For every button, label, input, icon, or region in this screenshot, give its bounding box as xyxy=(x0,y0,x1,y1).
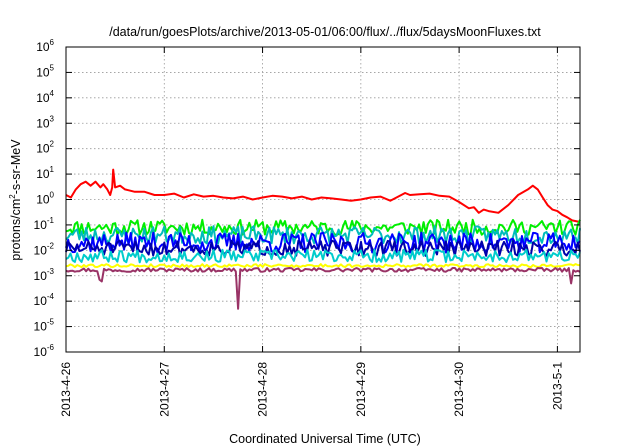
y-tick-label: 10-2 xyxy=(34,241,55,257)
y-tick-label: 10-6 xyxy=(34,343,55,359)
y-tick-label: 104 xyxy=(36,89,54,105)
y-tick-label: 10-4 xyxy=(34,292,55,308)
series-group xyxy=(65,168,581,310)
y-tick-label: 10-5 xyxy=(34,318,55,334)
series-line-2 xyxy=(65,218,581,236)
y-tick-label: 10-3 xyxy=(34,267,55,283)
y-tick-label: 102 xyxy=(36,140,54,156)
x-tick-label: 2013-4-30 xyxy=(452,362,466,417)
y-tick-label: 105 xyxy=(36,63,54,79)
ticks xyxy=(65,46,580,353)
y-axis-label: protons/cm2-s-sr-MeV xyxy=(8,139,23,261)
series-line-6 xyxy=(65,248,581,264)
y-tick-labels: 10-6 10-5 10-4 10-3 10-2 10-1 100 101 102 103 104 1… xyxy=(34,38,55,359)
series-line-7 xyxy=(65,263,581,269)
y-tick-label: 103 xyxy=(36,114,54,130)
y-tick-label: 106 xyxy=(36,38,54,54)
series-line-5 xyxy=(65,239,581,257)
y-tick-label: 100 xyxy=(36,191,54,207)
x-tick-label: 2013-4-26 xyxy=(59,362,73,417)
series-line-1 xyxy=(65,168,581,223)
x-tick-label: 2013-4-29 xyxy=(354,362,368,417)
x-axis-label: Coordinated Universal Time (UTC) xyxy=(229,432,421,446)
y-tick-label: 101 xyxy=(36,165,54,181)
chart-title: /data/run/goesPlots/archive/2013-05-01/0… xyxy=(109,25,541,39)
grid xyxy=(66,47,580,352)
series-line-8 xyxy=(65,267,581,310)
y-tick-label: 10-1 xyxy=(34,216,55,232)
x-tick-label: 2013-5-1 xyxy=(550,362,564,410)
x-tick-labels: 2013-4-26 2013-4-27 2013-4-28 2013-4-29 2013… xyxy=(59,362,564,417)
x-tick-label: 2013-4-27 xyxy=(157,362,171,417)
x-tick-label: 2013-4-28 xyxy=(256,362,270,417)
